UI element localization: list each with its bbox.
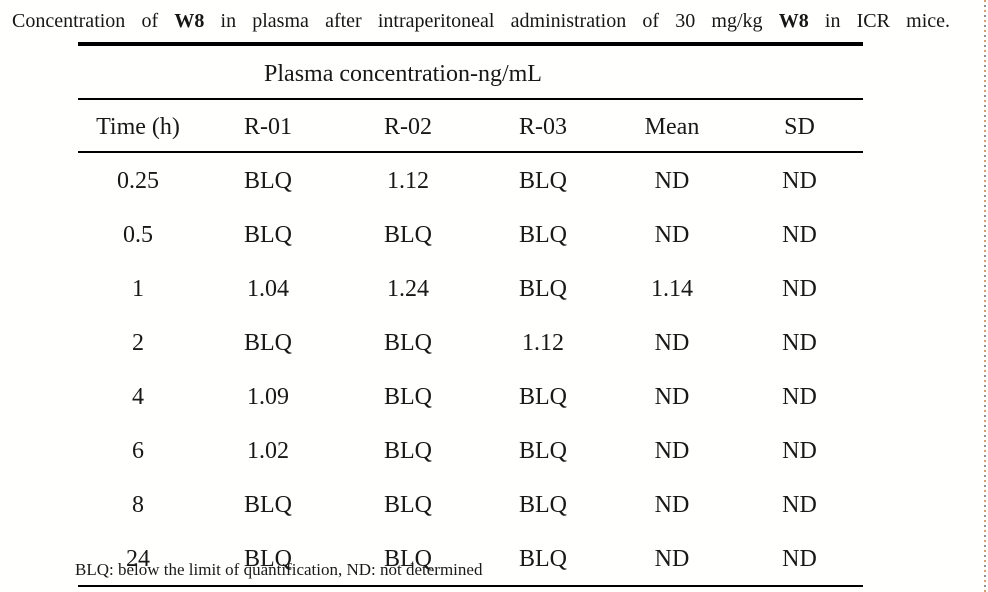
table-row: 24 BLQ BLQ BLQ ND ND <box>78 531 863 586</box>
cell-r03: BLQ <box>519 546 567 572</box>
cell-sd: ND <box>782 276 817 302</box>
cell-r03: BLQ <box>519 492 567 518</box>
spanner-spacer-left <box>78 44 198 100</box>
cell-time: 1 <box>132 276 144 302</box>
cell-sd: ND <box>782 546 817 572</box>
cell-mean: ND <box>654 438 690 464</box>
cell-r03: BLQ <box>519 276 567 302</box>
cell-sd: ND <box>782 222 817 248</box>
cell-r02: BLQ <box>384 222 432 248</box>
table-row: 8 BLQ BLQ BLQ ND ND <box>78 477 863 531</box>
table-row: 2 BLQ BLQ 1.12 ND ND <box>78 315 863 369</box>
cell-time: 4 <box>132 384 144 410</box>
table-row: 6 1.02 BLQ BLQ ND ND <box>78 423 863 477</box>
column-header-r03: R-03 <box>478 99 608 153</box>
cell-sd: ND <box>782 330 817 356</box>
cell-r02: BLQ <box>384 438 432 464</box>
column-header-time: Time (h) <box>78 99 198 153</box>
cell-r03: BLQ <box>519 168 567 194</box>
cell-r01: BLQ <box>244 330 292 356</box>
cell-r02: 1.24 <box>387 276 429 302</box>
column-header-r02: R-02 <box>338 99 478 153</box>
cell-mean: 1.14 <box>651 276 693 302</box>
cell-mean: ND <box>654 384 690 410</box>
cell-r01: BLQ <box>244 492 292 518</box>
column-header-r01: R-01 <box>198 99 338 153</box>
cell-r01: 1.09 <box>247 384 289 410</box>
table-row: 0.5 BLQ BLQ BLQ ND ND <box>78 207 863 261</box>
cell-time: 0.25 <box>117 168 159 194</box>
compound-name-bold-1: W8 <box>174 10 205 32</box>
plasma-concentration-table: Plasma concentration-ng/mL Time (h) R-01… <box>78 42 863 587</box>
caption-text-2: in plasma after intraperitoneal administ… <box>204 10 779 32</box>
cell-sd: ND <box>782 492 817 518</box>
column-header-sd: SD <box>736 99 863 153</box>
cell-r03: BLQ <box>519 222 567 248</box>
spanner-row: Plasma concentration-ng/mL <box>78 44 863 100</box>
cell-r03: BLQ <box>519 438 567 464</box>
cell-mean: ND <box>654 546 690 572</box>
cell-r02: BLQ <box>384 492 432 518</box>
caption-text-1: Concentration of <box>12 10 175 32</box>
cell-time: 2 <box>132 330 144 356</box>
cell-mean: ND <box>654 492 690 518</box>
cell-sd: ND <box>782 438 817 464</box>
cell-r01: BLQ <box>244 168 292 194</box>
table-row: 4 1.09 BLQ BLQ ND ND <box>78 369 863 423</box>
cell-r03: BLQ <box>519 384 567 410</box>
table-row: 0.25 BLQ 1.12 BLQ ND ND <box>78 152 863 207</box>
cell-r01: BLQ <box>244 546 292 572</box>
cell-time: 6 <box>132 438 144 464</box>
cell-r02: BLQ <box>384 546 432 572</box>
column-header-mean: Mean <box>608 99 736 153</box>
cell-r01: 1.02 <box>247 438 289 464</box>
cell-r02: 1.12 <box>387 168 429 194</box>
page-edge-dotted-border <box>984 0 986 592</box>
table-row: 1 1.04 1.24 BLQ 1.14 ND <box>78 261 863 315</box>
table-footnote: BLQ: below the limit of quantification, … <box>75 560 483 579</box>
cell-sd: ND <box>782 384 817 410</box>
compound-name-bold-2: W8 <box>778 10 809 32</box>
header-row: Time (h) R-01 R-02 R-03 Mean SD <box>78 99 863 153</box>
spanner-spacer-right <box>608 44 863 100</box>
caption-text-3: in ICR mice. <box>808 10 951 32</box>
spanner-header: Plasma concentration-ng/mL <box>198 44 608 100</box>
cell-time: 8 <box>132 492 144 518</box>
cell-time: 0.5 <box>123 222 153 248</box>
cell-r01: 1.04 <box>247 276 289 302</box>
cell-mean: ND <box>654 168 690 194</box>
cell-mean: ND <box>654 330 690 356</box>
table-caption: Concentration of W8 in plasma after intr… <box>12 8 950 34</box>
cell-r02: BLQ <box>384 330 432 356</box>
cell-r01: BLQ <box>244 222 292 248</box>
cell-r02: BLQ <box>384 384 432 410</box>
cell-r03: 1.12 <box>522 330 564 356</box>
cell-time: 24 <box>126 546 150 572</box>
cell-sd: ND <box>782 168 817 194</box>
cell-mean: ND <box>654 222 690 248</box>
